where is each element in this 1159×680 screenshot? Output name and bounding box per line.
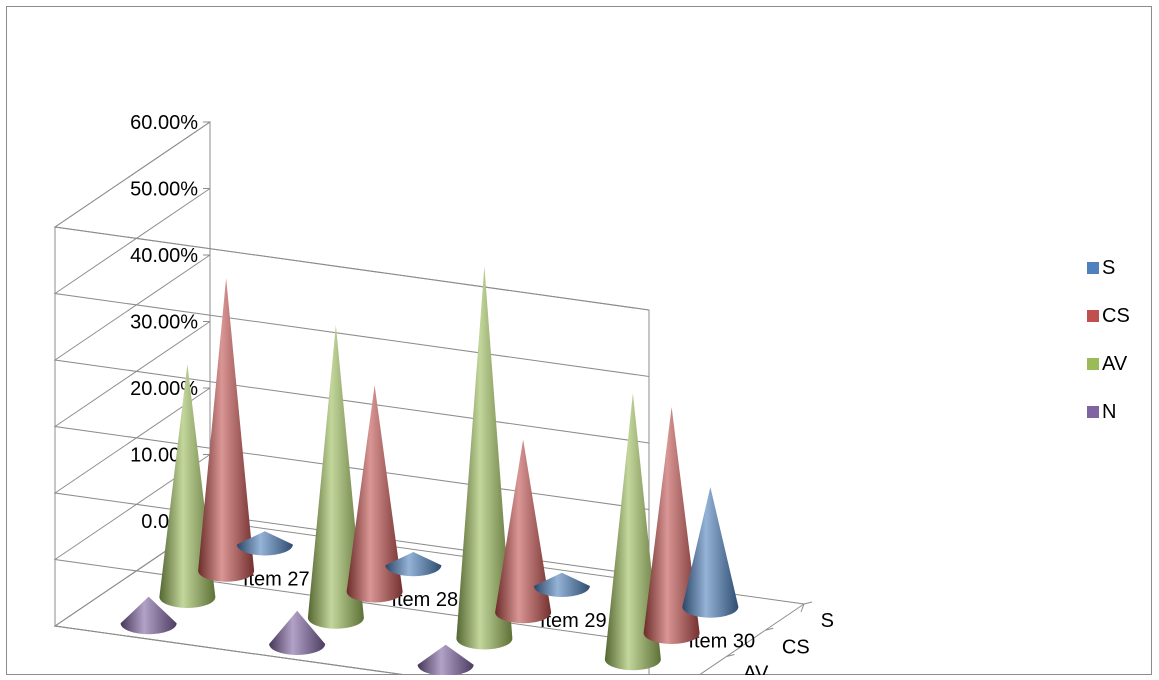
gridline	[53, 520, 446, 680]
legend-label: S	[1102, 257, 1115, 279]
y-tick-label: 20.00%	[130, 378, 198, 400]
depth-tick-mark	[803, 601, 813, 605]
gridline	[53, 188, 650, 377]
y-tick-label: 40.00%	[130, 245, 198, 267]
legend-swatch	[1087, 406, 1099, 418]
x-tick-mark	[800, 603, 805, 613]
cone-N-item-27	[120, 596, 177, 635]
legend-label: AV	[1102, 353, 1128, 375]
x-tick-label: Item 28	[391, 589, 458, 611]
y-tick-label: 50.00%	[130, 179, 198, 201]
gridline	[53, 121, 650, 311]
cone-CS-item-29	[495, 439, 552, 624]
legend-label: N	[1102, 401, 1116, 423]
y-tick-label: 30.00%	[130, 312, 198, 334]
cone-AV-item-28	[307, 325, 364, 629]
legend-swatch	[1087, 262, 1099, 274]
gridline	[53, 387, 650, 577]
cone-CS-item-30	[643, 406, 700, 644]
cone-AV-item-29	[456, 266, 513, 650]
legend-swatch	[1087, 310, 1099, 322]
gridline	[53, 254, 650, 444]
cone-S-item-30	[682, 487, 739, 618]
cone-N-item-29	[417, 644, 474, 676]
cone-S-item-27	[236, 531, 293, 556]
cone-N-item-28	[269, 610, 326, 655]
cone-S-item-28	[385, 551, 442, 577]
depth-tick-label: AV	[743, 663, 769, 675]
y-tick-label: 60.00%	[130, 112, 198, 134]
gridline	[53, 454, 650, 643]
depth-tick-label: CS	[782, 636, 810, 658]
gridline	[53, 321, 650, 510]
x-tick-label: Item 29	[540, 610, 607, 632]
x-tick-label: Item 30	[688, 631, 755, 653]
legend-swatch	[1087, 358, 1099, 370]
x-tick-label: Item 27	[243, 568, 310, 590]
depth-tick-mark	[726, 654, 735, 657]
legend-label: CS	[1102, 305, 1130, 327]
cone-S-item-29	[533, 572, 590, 597]
depth-tick-label: S	[821, 610, 834, 632]
cone-CS-item-28	[346, 385, 403, 603]
cone-AV-item-30	[604, 393, 661, 671]
cone-CS-item-27	[198, 278, 255, 582]
depth-tick-mark	[765, 627, 774, 631]
